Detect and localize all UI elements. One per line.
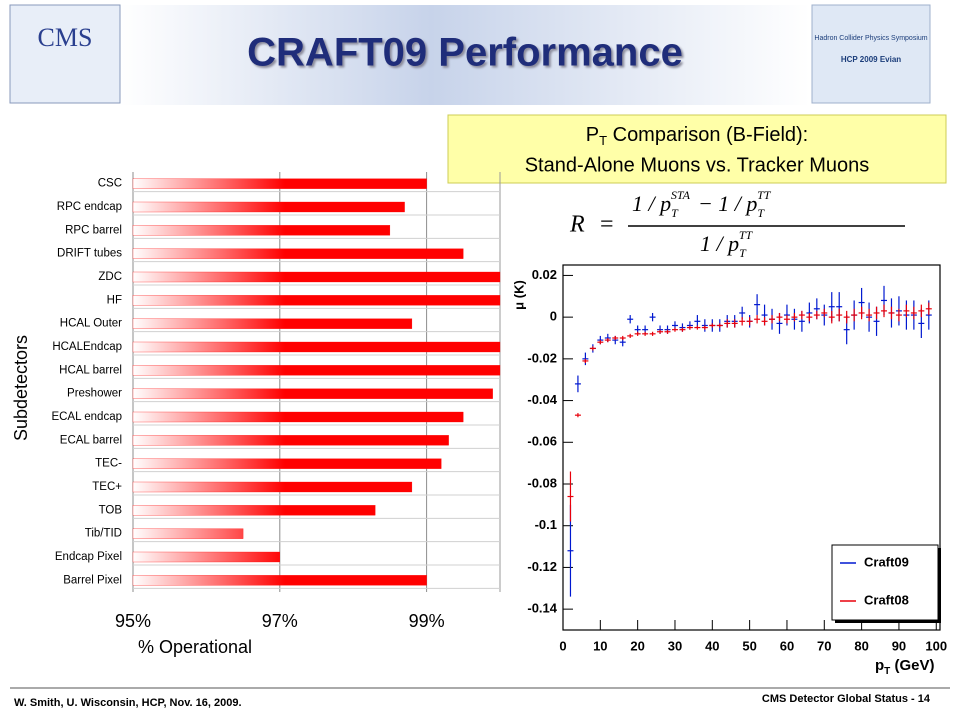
- bar: [132, 225, 391, 236]
- x-axis-label: pT (GeV): [875, 657, 934, 677]
- x-tick-label: 70: [817, 638, 831, 653]
- y-tick-label: TEC-: [95, 458, 122, 470]
- right-logo-text: HCP 2009 Evian: [841, 55, 901, 64]
- bar: [132, 411, 464, 423]
- bar: [132, 528, 244, 539]
- formula-part: TT: [739, 228, 754, 242]
- y-tick-label: Barrel Pixel: [63, 574, 122, 586]
- x-tick-label: 50: [742, 638, 756, 653]
- left-logo: [9, 4, 121, 104]
- x-tick-label: 99%: [409, 611, 445, 631]
- y-tick-label: TOB: [99, 504, 123, 516]
- bar: [132, 575, 427, 586]
- x-tick-label: 100: [925, 638, 947, 653]
- bar: [132, 248, 464, 259]
- y-tick-label: RPC endcap: [57, 201, 122, 213]
- title-part: P: [586, 124, 599, 146]
- x-tick-label: 0: [559, 638, 566, 653]
- x-tick-label: 30: [668, 638, 682, 653]
- y-tick-label: -0.04: [527, 392, 557, 407]
- panel-title-box: [447, 114, 947, 184]
- formula-part: STA: [671, 188, 691, 202]
- formula-part: 1 / p: [700, 231, 739, 256]
- footer-right: CMS Detector Global Status - 14: [762, 693, 931, 705]
- y-tick-label: -0.1: [535, 517, 557, 532]
- legend-label: Craft09: [864, 554, 909, 569]
- formula-part: 1 / pTTT: [700, 228, 753, 260]
- y-tick-label: -0.12: [527, 559, 557, 574]
- x-tick-label: 80: [854, 638, 868, 653]
- x-tick-label: 95%: [115, 611, 151, 631]
- formula-part: 1 / p: [632, 191, 671, 216]
- bar: [132, 318, 413, 329]
- bar: [132, 435, 449, 446]
- bar: [132, 505, 376, 516]
- formula-part: T: [671, 206, 679, 220]
- formula-part: =: [600, 212, 614, 238]
- y-tick-label: ECAL endcap: [51, 411, 122, 423]
- bar: [132, 481, 413, 493]
- bar: [132, 295, 501, 306]
- y-tick-label: -0.06: [527, 434, 557, 449]
- bar: [132, 271, 501, 283]
- header-band: [120, 5, 810, 105]
- formula-part: T: [739, 246, 747, 260]
- y-tick-label: RPC barrel: [65, 224, 122, 236]
- legend: [831, 544, 939, 621]
- panel-title: PT Comparison (B-Field):: [586, 124, 808, 148]
- x-tick-label: 40: [705, 638, 719, 653]
- formula-part: R: [569, 212, 585, 238]
- bar: [132, 365, 501, 376]
- y-tick-label: TEC+: [92, 481, 122, 493]
- bar: [132, 388, 493, 399]
- x-axis-label-part: (GeV): [890, 657, 934, 674]
- y-tick-label: HCALEndcap: [52, 341, 122, 353]
- y-tick-label: HCAL Outer: [60, 318, 122, 330]
- right-logo: [811, 4, 931, 104]
- x-axis-label: % Operational: [138, 637, 252, 657]
- x-tick-label: 97%: [262, 611, 298, 631]
- y-tick-label: HF: [107, 294, 122, 306]
- formula-part: T: [757, 206, 765, 220]
- bar: [132, 551, 280, 563]
- y-tick-label: Endcap Pixel: [55, 551, 122, 563]
- formula-part: TT: [757, 188, 772, 202]
- y-axis-label: μ (K): [511, 280, 526, 310]
- y-tick-label: ZDC: [98, 271, 122, 283]
- y-tick-label: 0: [550, 309, 557, 324]
- bar: [132, 341, 501, 353]
- left-logo-text: CMS: [38, 23, 93, 52]
- formula: R = 1 / pTSTA − 1 / pTTT 1 / pTTT: [569, 188, 905, 260]
- y-tick-label: -0.02: [527, 350, 557, 365]
- y-tick-label: HCAL barrel: [59, 364, 122, 376]
- formula-part: 1 / pTSTA − 1 / pTTT: [632, 188, 772, 220]
- bar: [132, 201, 405, 213]
- y-tick-label: Preshower: [67, 388, 122, 400]
- x-tick-label: 20: [630, 638, 644, 653]
- y-tick-label: -0.08: [527, 475, 557, 490]
- y-tick-label: ECAL barrel: [60, 434, 122, 446]
- y-tick-label: CSC: [98, 178, 122, 190]
- y-tick-label: DRIFT tubes: [57, 248, 122, 260]
- footer-left: W. Smith, U. Wisconsin, HCP, Nov. 16, 20…: [14, 697, 242, 709]
- bar: [132, 458, 442, 469]
- x-axis-label-part: T: [884, 666, 890, 677]
- formula-part: − 1 / p: [698, 191, 757, 216]
- slide-title: CRAFT09 Performance: [247, 31, 683, 75]
- x-tick-label: 60: [780, 638, 794, 653]
- y-tick-label: 0.02: [532, 267, 557, 282]
- y-tick-label: Tib/TID: [85, 528, 122, 540]
- x-tick-label: 10: [593, 638, 607, 653]
- panel-title: Stand-Alone Muons vs. Tracker Muons: [525, 154, 870, 176]
- x-tick-label: 90: [892, 638, 906, 653]
- title-part: Comparison (B-Field):: [607, 124, 808, 146]
- y-axis-label: Subdetectors: [11, 335, 31, 441]
- right-logo-text: Hadron Collider Physics Symposium: [814, 35, 927, 42]
- title-part: T: [599, 133, 607, 148]
- x-axis-label-part: p: [875, 657, 884, 674]
- y-tick-label: -0.14: [527, 601, 557, 616]
- legend-label: Craft08: [864, 592, 909, 607]
- bar: [132, 178, 427, 189]
